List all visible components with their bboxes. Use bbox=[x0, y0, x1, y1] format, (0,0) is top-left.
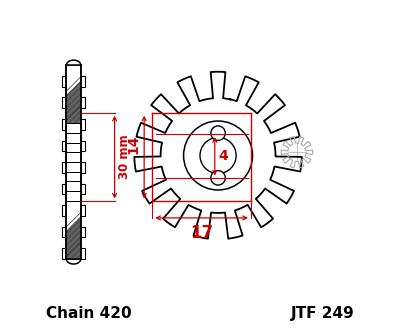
Polygon shape bbox=[66, 201, 81, 259]
Polygon shape bbox=[66, 152, 81, 162]
Text: Chain 420: Chain 420 bbox=[46, 306, 131, 321]
Polygon shape bbox=[134, 72, 302, 238]
Circle shape bbox=[211, 171, 225, 185]
Polygon shape bbox=[66, 201, 81, 259]
Polygon shape bbox=[66, 65, 81, 123]
Polygon shape bbox=[66, 123, 81, 133]
Text: 17: 17 bbox=[190, 224, 213, 242]
Text: 30 mm: 30 mm bbox=[118, 135, 131, 179]
Polygon shape bbox=[66, 172, 81, 181]
Polygon shape bbox=[66, 65, 81, 259]
Polygon shape bbox=[66, 181, 81, 191]
Text: 14: 14 bbox=[127, 134, 141, 154]
Polygon shape bbox=[281, 137, 313, 168]
Polygon shape bbox=[66, 143, 81, 152]
Polygon shape bbox=[66, 162, 81, 172]
Circle shape bbox=[184, 121, 252, 190]
Text: 4: 4 bbox=[218, 149, 228, 163]
Polygon shape bbox=[66, 191, 81, 201]
Circle shape bbox=[200, 137, 236, 174]
Polygon shape bbox=[66, 65, 81, 123]
Polygon shape bbox=[66, 133, 81, 143]
Circle shape bbox=[211, 126, 225, 140]
Text: JTF 249: JTF 249 bbox=[291, 306, 354, 321]
